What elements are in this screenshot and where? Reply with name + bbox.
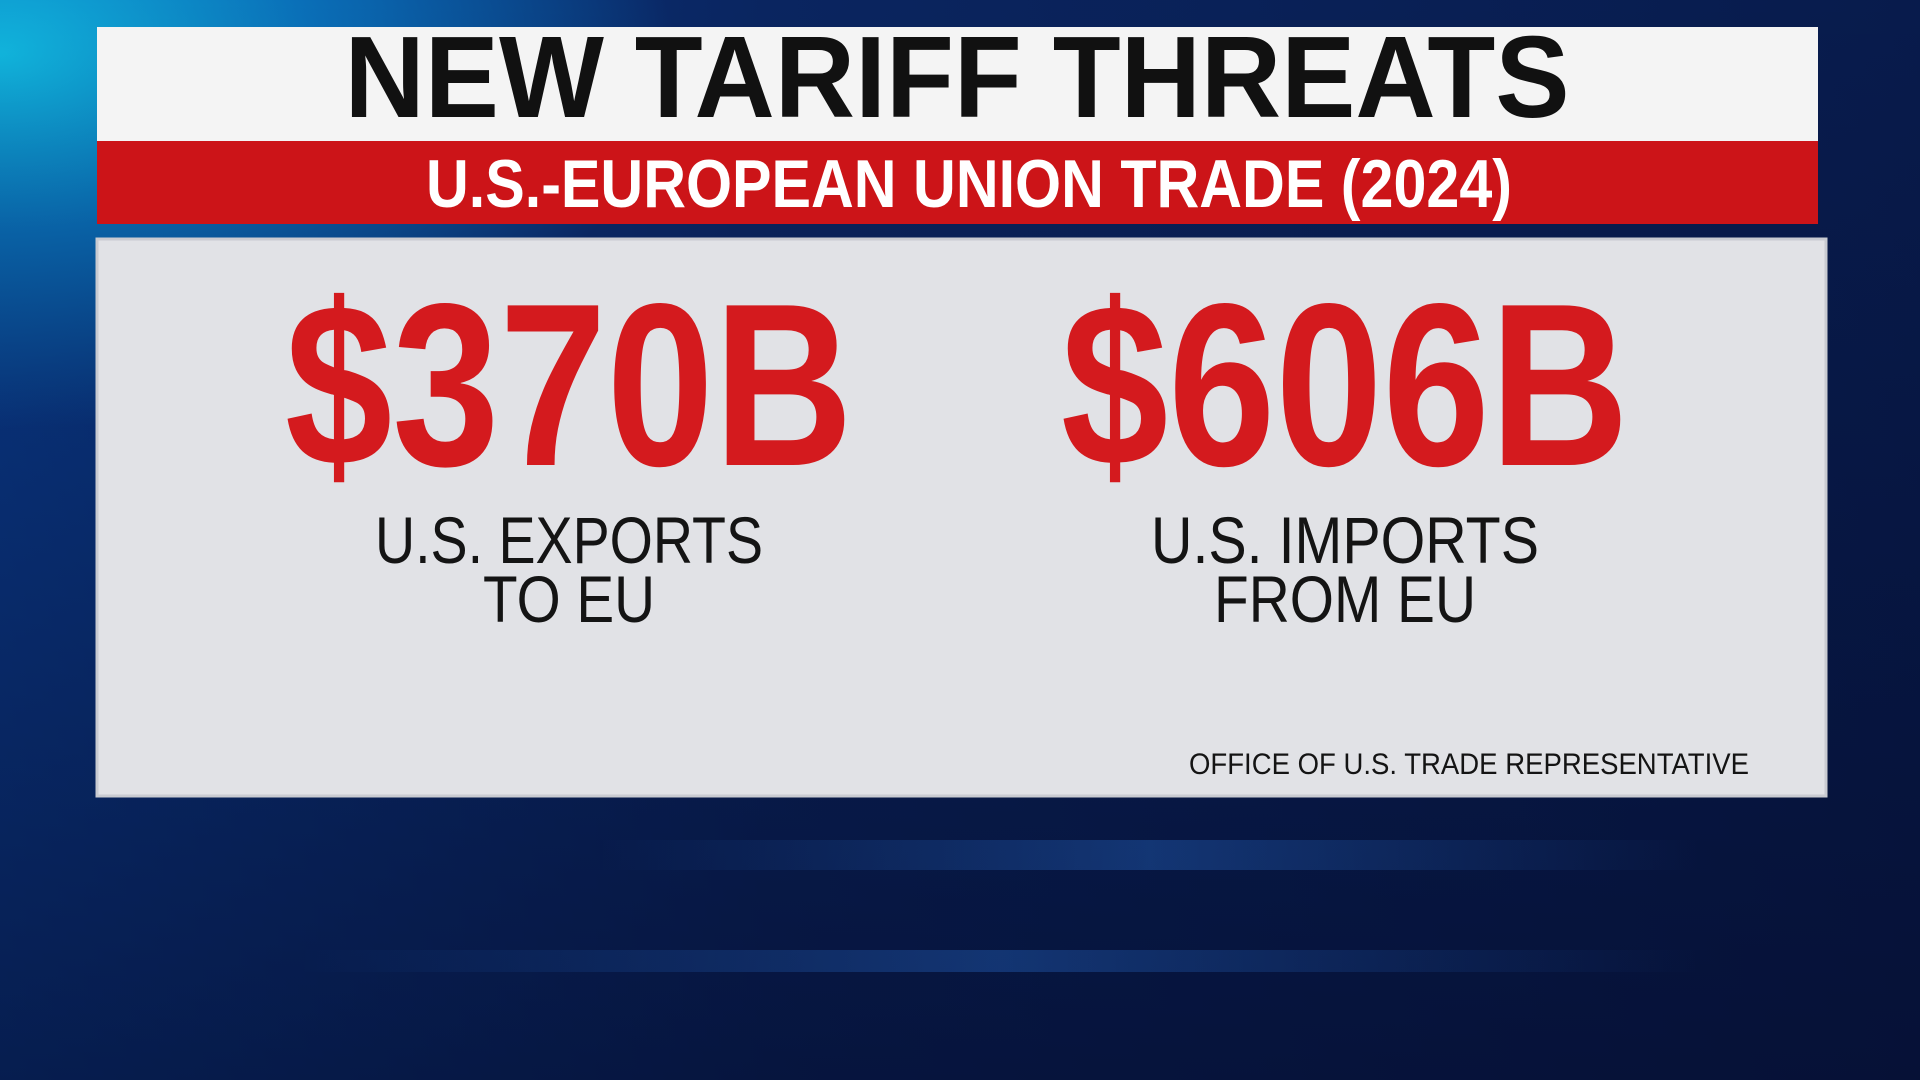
stat-label: U.S. EXPORTS — [375, 503, 763, 577]
bg-streak — [600, 840, 1700, 870]
title-box — [97, 27, 1818, 141]
panel — [95, 237, 1828, 798]
stat-label: U.S. IMPORTS — [1151, 503, 1539, 577]
stat-value: $606B — [1061, 256, 1629, 515]
bg-streak — [300, 950, 1700, 972]
source: OFFICE OF U.S. TRADE REPRESENTATIVE — [1189, 748, 1749, 781]
subtitle: U.S.-EUROPEAN UNION TRADE (2024) — [426, 146, 1512, 222]
title: NEW TARIFF THREATS — [345, 12, 1570, 142]
subtitle-bar — [97, 141, 1818, 224]
stat-label: TO EU — [483, 562, 655, 636]
stat-value: $370B — [285, 256, 853, 515]
stat-label: FROM EU — [1214, 562, 1476, 636]
